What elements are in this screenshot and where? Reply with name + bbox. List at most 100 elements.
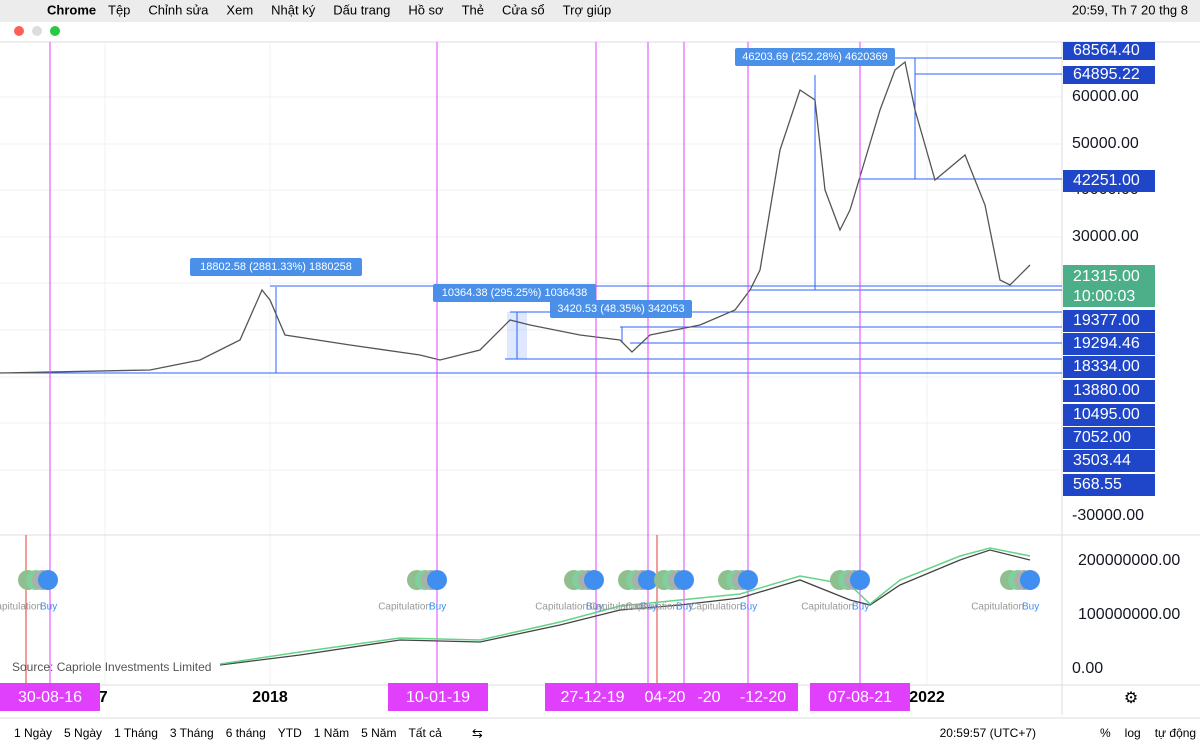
price-label-box <box>1063 42 1155 60</box>
date-marker-label: -20 <box>697 689 720 706</box>
menu-item[interactable]: Dấu trang <box>333 2 390 17</box>
menu-item[interactable]: Cửa sổ <box>502 2 545 17</box>
price-label-box <box>1063 170 1155 192</box>
price-label: 18334.00 <box>1073 358 1140 375</box>
menu-item[interactable]: Tệp <box>108 2 130 17</box>
signal-label: Capitulation <box>801 602 854 613</box>
signal-marker <box>674 570 694 590</box>
date-marker-box <box>640 683 690 711</box>
signal-marker <box>638 570 658 590</box>
date-marker-box <box>728 683 798 711</box>
price-label-box <box>1063 333 1155 355</box>
signal-label: Buy <box>40 602 57 613</box>
measure-label: 18802.58 (2881.33%) 1880258 <box>200 261 352 273</box>
price-label: 19377.00 <box>1073 312 1140 329</box>
clock: 20:59, Th 7 20 thg 8 <box>1072 2 1188 17</box>
menu-item[interactable]: Xem <box>226 2 253 17</box>
signal-label: Buy <box>740 602 757 613</box>
date-marker-label: 10-01-19 <box>406 689 470 706</box>
signal-label: Buy <box>852 602 869 613</box>
date-tick-label: 2018 <box>252 689 288 706</box>
range-button[interactable]: 6 tháng <box>226 726 266 740</box>
app-name[interactable]: Chrome <box>47 2 96 17</box>
date-tick-label: 2022 <box>909 689 945 706</box>
range-button[interactable]: Tất cả <box>408 726 442 740</box>
price-label: 64895.22 <box>1073 66 1140 83</box>
price-tick-label: 60000.00 <box>1072 88 1139 105</box>
range-button[interactable]: 1 Ngày <box>14 726 52 740</box>
last-price: 21315.00 <box>1073 268 1140 285</box>
grid <box>0 42 1062 685</box>
zoom-button[interactable] <box>50 26 60 36</box>
clock: 20:59:57 (UTC+7) <box>940 726 1036 740</box>
signal-marker <box>850 570 870 590</box>
price-label: 13880.00 <box>1073 382 1140 399</box>
date-marker-box <box>690 683 728 711</box>
menu-item[interactable]: Thẻ <box>462 2 484 17</box>
scale-option[interactable]: tự động <box>1155 726 1196 740</box>
signal-marker <box>427 570 447 590</box>
level-lines <box>0 57 1062 374</box>
measure-label: 46203.69 (252.28%) 4620369 <box>742 51 888 63</box>
scale-option[interactable]: log <box>1125 726 1141 740</box>
price-label: 42251.00 <box>1073 172 1140 189</box>
measure-label: 3420.53 (48.35%) 342053 <box>557 303 684 315</box>
signal-label: Capitulation <box>971 602 1024 613</box>
measure-label-box <box>433 284 596 302</box>
menu-item[interactable]: Chỉnh sửa <box>148 2 209 17</box>
signal-label: Buy <box>676 602 693 613</box>
source-label: Source: Capriole Investments Limited <box>12 660 211 674</box>
signal-marker <box>584 570 604 590</box>
range-button[interactable]: 5 Ngày <box>64 726 102 740</box>
measure-label-box <box>190 258 362 276</box>
menu-item[interactable]: Trợ giúp <box>563 2 612 17</box>
date-marker-label: -12-20 <box>740 689 786 706</box>
price-label-box <box>1063 450 1155 472</box>
signal-marker <box>1020 570 1040 590</box>
indicator-tick-label: 200000000.00 <box>1078 552 1180 569</box>
price-label: 7052.00 <box>1073 429 1131 446</box>
signal-label: Capitulation <box>0 602 42 613</box>
range-button[interactable]: 5 Năm <box>361 726 396 740</box>
minimize-button[interactable] <box>32 26 42 36</box>
settings-icon[interactable]: ⚙ <box>1124 690 1138 707</box>
last-price-box <box>1063 265 1155 307</box>
range-button[interactable]: 1 Năm <box>314 726 349 740</box>
date-marker-label: 30-08-16 <box>18 689 82 706</box>
date-marker-box <box>810 683 910 711</box>
measure-area <box>507 312 527 359</box>
date-marker-box <box>0 683 100 711</box>
price-label-box <box>1063 474 1155 496</box>
signal-label: Capitulation <box>689 602 742 613</box>
range-button[interactable]: 3 Tháng <box>170 726 214 740</box>
signal-label: Buy <box>429 602 446 613</box>
countdown: 10:00:03 <box>1073 288 1135 305</box>
signal-marker <box>738 570 758 590</box>
indicator-line <box>219 547 1031 665</box>
price-label: 3503.44 <box>1073 452 1131 469</box>
indicator-line <box>219 549 1031 666</box>
range-button[interactable]: 1 Tháng <box>114 726 158 740</box>
price-label-box <box>1063 404 1155 426</box>
signal-label: Buy <box>1022 602 1039 613</box>
price-label-box <box>1063 310 1155 332</box>
menu-item[interactable]: Nhật ký <box>271 2 316 17</box>
signal-label: Capitulation <box>625 602 678 613</box>
price-label: 68564.40 <box>1073 42 1140 59</box>
indicator-tick-label: 100000000.00 <box>1078 606 1180 623</box>
price-tick-label: -30000.00 <box>1072 507 1144 524</box>
price-tick-label: 30000.00 <box>1072 228 1139 245</box>
price-label-box <box>1063 427 1155 449</box>
range-button[interactable]: YTD <box>278 726 302 740</box>
close-button[interactable] <box>14 26 24 36</box>
date-marker-label: 04-20 <box>645 689 686 706</box>
menu-item[interactable]: Hồ sơ <box>408 2 444 17</box>
price-label-box <box>1063 380 1155 402</box>
price-label: 10495.00 <box>1073 406 1140 423</box>
price-label-box <box>1063 66 1155 84</box>
signal-label: Capitulation <box>589 602 642 613</box>
scale-option[interactable]: % <box>1100 726 1111 740</box>
signal-label: Capitulation <box>378 602 431 613</box>
calendar-icon[interactable]: ⇆ <box>472 725 483 740</box>
